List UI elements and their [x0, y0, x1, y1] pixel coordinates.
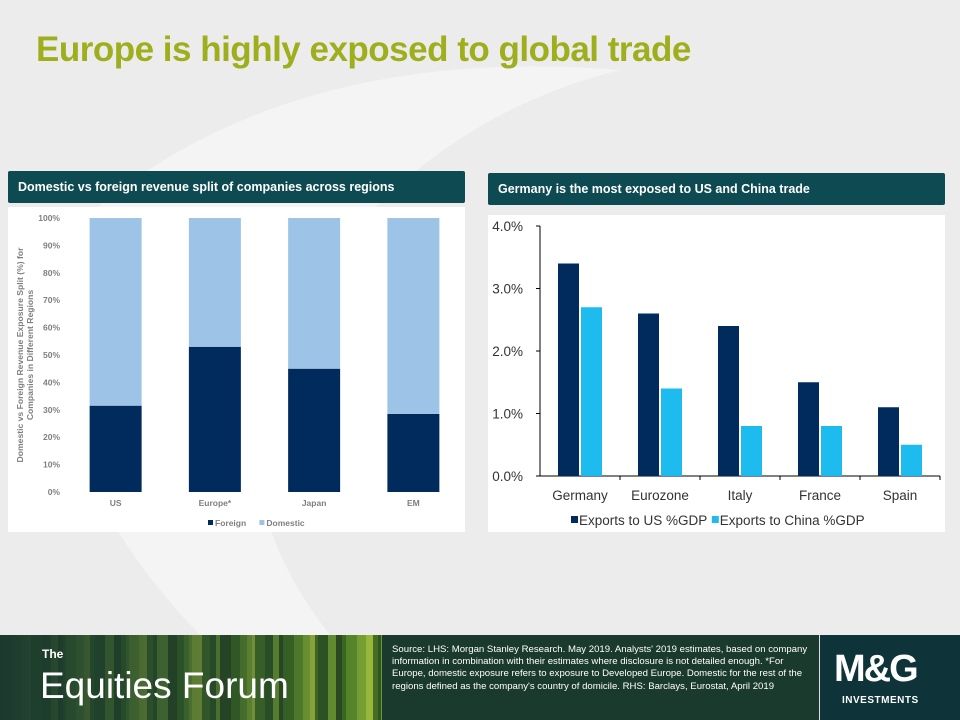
grouped-bar-chart: 0.0% 1.0% 2.0% 3.0% 4.0% Germany Eurozone Italy…	[492, 219, 941, 528]
slide-title: Europe is highly exposed to global trade	[36, 30, 691, 69]
bar-domestic-us	[89, 218, 142, 406]
x-tick-label: EM	[407, 498, 420, 508]
bar-exports-to-china-gdp-eurozone	[661, 388, 682, 476]
y-tick-label: 70%	[43, 295, 60, 305]
bar-exports-to-us-gdp-italy	[718, 326, 739, 476]
bar-exports-to-us-gdp-spain	[878, 407, 899, 476]
right-chart-header: Germany is the most exposed to US and Ch…	[488, 173, 945, 205]
source-note: Source: LHS: Morgan Stanley Research. Ma…	[392, 644, 808, 692]
x-tick-label: US	[110, 498, 122, 508]
x-tick-label: Germany	[552, 488, 608, 503]
bar-domestic-japan	[288, 218, 341, 369]
y-tick-label: 2.0%	[492, 344, 523, 359]
y-tick-label: 3.0%	[492, 282, 523, 297]
footer-bar: The Equities Forum Source: LHS: Morgan S…	[0, 635, 960, 720]
y-tick-label: 40%	[43, 377, 60, 387]
bar-exports-to-china-gdp-germany	[581, 307, 602, 476]
brand-the: The	[42, 647, 64, 661]
bar-exports-to-us-gdp-france	[798, 382, 819, 476]
bar-domestic-europe	[188, 218, 241, 347]
y-tick-label: 30%	[43, 405, 60, 415]
logo-investments-text: INVESTMENTS	[842, 695, 919, 706]
logo-mg-text: M&G	[834, 648, 919, 690]
y-tick-label: 0%	[48, 487, 61, 497]
bar-foreign-europe	[188, 346, 241, 492]
x-tick-label: Europe*	[199, 498, 232, 508]
bar-exports-to-us-gdp-eurozone	[638, 313, 659, 476]
legend-label-domestic: Domestic	[266, 518, 305, 528]
mg-logo: M&G INVESTMENTS	[819, 635, 960, 720]
x-tick-label: Spain	[883, 488, 918, 503]
bar-foreign-us	[89, 405, 142, 492]
legend-swatch-exports-to-us-gdp	[571, 516, 578, 523]
y-tick-label: 90%	[43, 240, 60, 250]
y-axis-title: Domestic vs Foreign Revenue Exposure Spl…	[15, 247, 35, 463]
y-tick-label: 20%	[43, 432, 60, 442]
y-axis-title-line: Domestic vs Foreign Revenue Exposure Spl…	[15, 247, 25, 463]
legend-label-exports-to-china-gdp: Exports to China %GDP	[720, 513, 865, 528]
x-tick-label: France	[799, 488, 841, 503]
bar-foreign-japan	[288, 368, 341, 492]
y-axis-title-line: Companies in Different Regions	[25, 290, 35, 421]
stacked-bar-chart: 0% 10% 20% 30% 40% 50% 60% 70% 80% 90% 100% Domesti…	[15, 213, 440, 528]
y-tick-label: 0.0%	[492, 469, 523, 484]
x-tick-label: Eurozone	[631, 488, 689, 503]
bar-exports-to-china-gdp-france	[821, 426, 842, 476]
bar-exports-to-china-gdp-spain	[901, 444, 922, 476]
bar-domestic-em	[387, 218, 440, 414]
left-chart-header: Domestic vs foreign revenue split of com…	[8, 171, 465, 203]
x-tick-label: Japan	[302, 498, 327, 508]
legend-swatch-foreign	[208, 520, 213, 525]
y-tick-label: 4.0%	[492, 219, 523, 234]
legend-swatch-domestic	[259, 520, 265, 525]
brand-name: Equities Forum	[40, 665, 289, 706]
left-chart-container: 0% 10% 20% 30% 40% 50% 60% 70% 80% 90% 100% Domesti…	[8, 207, 465, 532]
bar-exports-to-china-gdp-italy	[741, 426, 762, 476]
legend-swatch-exports-to-china-gdp	[711, 516, 719, 523]
y-tick-label: 80%	[43, 268, 60, 278]
legend-label-exports-to-us-gdp: Exports to US %GDP	[579, 513, 707, 528]
y-tick-label: 100%	[38, 213, 60, 223]
y-tick-label: 1.0%	[492, 407, 523, 422]
bar-exports-to-us-gdp-germany	[558, 263, 579, 476]
y-tick-label: 50%	[43, 350, 60, 360]
footer-stripes	[0, 635, 382, 720]
x-tick-label: Italy	[728, 488, 753, 503]
y-tick-label: 60%	[43, 323, 60, 333]
y-tick-label: 10%	[43, 460, 60, 470]
bar-foreign-em	[387, 413, 440, 492]
legend-label-foreign: Foreign	[215, 518, 246, 528]
right-chart-container: 0.0% 1.0% 2.0% 3.0% 4.0% Germany Eurozone Italy…	[488, 215, 945, 532]
